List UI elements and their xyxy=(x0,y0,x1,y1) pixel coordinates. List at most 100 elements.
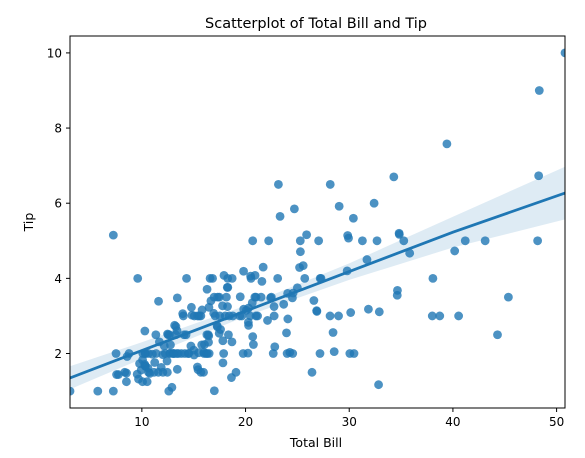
scatter-point xyxy=(93,386,103,396)
scatter-point xyxy=(427,311,437,321)
x-tick-label: 30 xyxy=(342,415,357,429)
scatter-point xyxy=(154,296,163,306)
scatter-point xyxy=(314,236,324,246)
scatter-point xyxy=(256,292,266,302)
scatter-point xyxy=(273,273,283,283)
scatter-point xyxy=(428,273,438,283)
y-tick-label: 6 xyxy=(54,197,62,211)
scatter-point xyxy=(248,332,258,342)
scatter-point xyxy=(372,236,382,246)
scatter-point xyxy=(223,302,232,311)
scatter-point xyxy=(216,325,225,334)
scatter-point xyxy=(258,262,268,272)
scatter-point xyxy=(204,337,213,347)
scatter-point xyxy=(442,139,452,149)
scatter-point xyxy=(307,367,317,377)
x-tick-label: 40 xyxy=(445,415,460,429)
y-axis-ticks: 2 4 6 8 10 xyxy=(47,46,70,361)
scatter-point xyxy=(275,211,285,221)
scatter-point xyxy=(358,236,367,246)
y-axis-label: Tip xyxy=(21,213,36,233)
scatter-point xyxy=(221,292,231,302)
scatter-point xyxy=(249,340,258,349)
scatter-point xyxy=(239,266,248,276)
scatter-point xyxy=(219,349,229,358)
scatter-point xyxy=(122,377,131,387)
y-tick-label: 10 xyxy=(47,46,62,60)
scatter-point xyxy=(202,284,212,294)
x-axis-ticks: 10 20 30 40 50 xyxy=(134,408,564,429)
scatter-point xyxy=(393,285,402,295)
y-tick-label: 8 xyxy=(54,122,62,136)
scatter-point xyxy=(263,316,272,325)
scatter-point xyxy=(199,367,208,377)
scatter-point xyxy=(243,348,253,358)
scatter-point xyxy=(454,311,464,321)
regression-line xyxy=(70,191,565,380)
scatter-point xyxy=(227,337,237,347)
scatter-point xyxy=(270,342,280,352)
scatter-point xyxy=(248,236,258,246)
scatter-point xyxy=(389,172,399,182)
scatter-point xyxy=(348,213,358,223)
scatter-point xyxy=(257,276,267,286)
scatter-point xyxy=(325,311,335,321)
scatter-point xyxy=(150,358,160,367)
scatter-point xyxy=(227,273,237,283)
scatter-point xyxy=(269,302,279,311)
scatter-point xyxy=(204,331,214,341)
scatter-point xyxy=(369,198,379,208)
scatter-point xyxy=(302,230,312,240)
scatter-point xyxy=(214,292,224,302)
x-tick-label: 20 xyxy=(238,415,253,429)
scatter-point xyxy=(399,236,409,246)
scatter-point xyxy=(364,304,373,314)
scatter-point xyxy=(533,236,543,246)
scatter-point xyxy=(172,293,182,303)
scatter-point xyxy=(315,349,325,358)
scatter-point xyxy=(534,171,544,181)
x-tick-label: 50 xyxy=(549,415,564,429)
scatter-point xyxy=(111,349,121,358)
scatter-point xyxy=(133,273,143,283)
scatter-point xyxy=(244,320,253,330)
scatter-point xyxy=(289,204,299,214)
scatter-point xyxy=(394,230,404,239)
scatter-point xyxy=(231,367,241,377)
scatter-point xyxy=(300,273,310,283)
scatter-point xyxy=(264,236,274,246)
regression-line-layer xyxy=(70,191,565,380)
plot-frame xyxy=(69,35,566,409)
x-tick-label: 10 xyxy=(134,415,149,429)
scatter-point xyxy=(374,307,384,317)
scatter-point xyxy=(560,48,565,58)
scatter-point xyxy=(344,233,353,243)
scatter-point xyxy=(493,330,502,340)
scatter-point xyxy=(187,302,196,312)
scatter-point xyxy=(208,273,217,283)
scatter-point xyxy=(151,349,161,358)
scatter-point xyxy=(503,292,513,302)
scatter-point xyxy=(298,261,308,270)
scatter-point xyxy=(223,282,233,292)
scatter-point xyxy=(253,311,262,321)
scatter-point xyxy=(328,328,338,337)
y-tick-label: 2 xyxy=(54,347,62,361)
scatter-point xyxy=(334,311,343,321)
scatter-point xyxy=(288,349,298,358)
scatter-point xyxy=(182,273,191,283)
scatter-point xyxy=(235,292,245,302)
scatter-point xyxy=(346,308,356,317)
x-axis-label: Total Bill xyxy=(289,435,342,450)
scatter-point xyxy=(172,326,182,335)
scatter-point xyxy=(204,349,214,358)
scatter-point xyxy=(166,340,175,350)
scatter-point xyxy=(269,311,279,321)
scatter-point xyxy=(140,326,150,336)
scatter-point xyxy=(460,236,470,246)
scatter-point xyxy=(250,270,260,280)
scatter-point xyxy=(162,367,172,377)
scatter-point xyxy=(534,86,544,95)
scatter-point xyxy=(70,386,75,396)
scatter-point xyxy=(178,311,188,321)
